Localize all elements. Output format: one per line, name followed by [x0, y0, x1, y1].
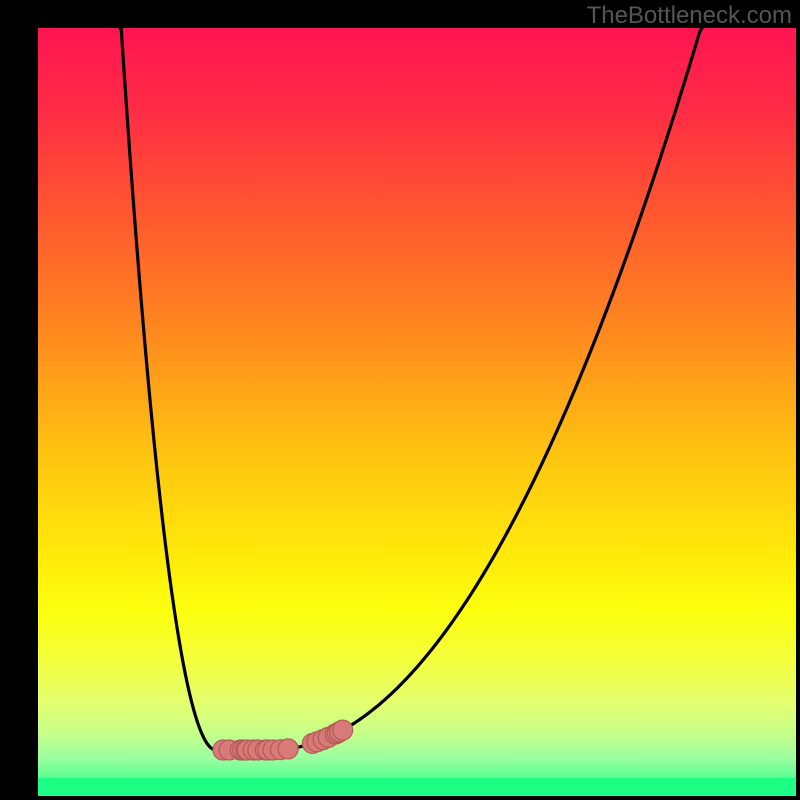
bottleneck-chart	[0, 0, 800, 800]
plot-wrapper	[0, 0, 800, 800]
chart-root: TheBottleneck.com	[0, 0, 800, 800]
baseline-band	[38, 778, 796, 796]
data-marker	[278, 739, 298, 759]
data-marker	[333, 720, 353, 740]
watermark-text: TheBottleneck.com	[587, 2, 792, 30]
